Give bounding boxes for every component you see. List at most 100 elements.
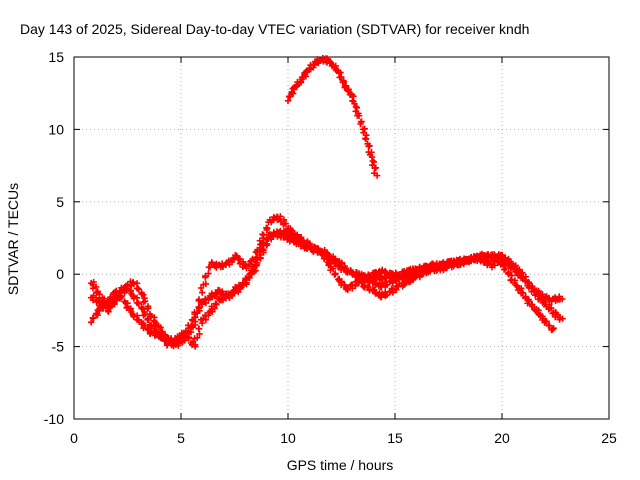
- data-point: [282, 232, 290, 239]
- data-point: [504, 270, 512, 277]
- x-axis-label: GPS time / hours: [287, 457, 394, 473]
- data-point: [539, 297, 546, 305]
- data-point: [338, 74, 345, 81]
- grid-lines: [74, 57, 609, 419]
- data-point: [285, 93, 293, 100]
- data-point: [140, 305, 147, 313]
- data-point: [290, 86, 298, 93]
- data-point: [163, 339, 171, 346]
- data-point: [141, 298, 149, 305]
- data-point: [514, 267, 522, 274]
- data-point: [144, 325, 151, 332]
- data-point: [355, 112, 363, 119]
- data-point: [535, 291, 543, 299]
- data-point: [372, 164, 380, 171]
- data-point: [197, 284, 205, 292]
- data-point: [135, 286, 142, 293]
- x-tick-label: 25: [601, 430, 617, 446]
- data-point: [429, 265, 436, 272]
- data-point: [246, 271, 253, 278]
- data-point: [306, 65, 313, 73]
- data-point: [263, 224, 270, 232]
- data-point: [282, 220, 290, 227]
- data-point: [342, 82, 350, 89]
- x-tick-label: 15: [387, 430, 403, 446]
- data-point: [303, 69, 311, 76]
- x-tick-label: 10: [280, 430, 296, 446]
- data-point: [357, 120, 364, 128]
- series-track-c: [87, 229, 566, 350]
- data-point: [284, 97, 292, 104]
- x-tick-label: 0: [70, 430, 78, 446]
- data-point: [519, 289, 527, 297]
- data-point: [543, 318, 550, 325]
- data-point: [361, 125, 368, 132]
- data-point: [263, 236, 270, 243]
- data-point: [260, 240, 267, 248]
- data-point: [522, 294, 529, 302]
- data-point: [144, 316, 151, 323]
- data-point: [528, 301, 535, 309]
- data-point: [184, 335, 192, 342]
- series-track-e: [284, 54, 381, 179]
- data-point: [256, 244, 264, 252]
- data-point: [198, 289, 206, 296]
- data-point: [369, 161, 376, 169]
- data-point: [229, 256, 236, 264]
- data-point: [211, 305, 218, 312]
- data-point: [365, 283, 372, 291]
- data-point: [559, 315, 566, 322]
- data-point: [202, 280, 210, 288]
- data-point: [232, 251, 239, 259]
- data-point: [150, 317, 158, 324]
- data-point: [105, 308, 112, 315]
- data-point: [345, 88, 352, 95]
- data-point: [331, 259, 339, 266]
- data-point: [92, 283, 100, 291]
- data-point: [341, 265, 348, 272]
- data-point: [235, 256, 243, 263]
- data-point: [545, 322, 552, 329]
- data-point: [111, 299, 118, 307]
- data-point: [198, 319, 206, 327]
- data-point: [191, 341, 199, 348]
- data-point: [326, 58, 334, 65]
- data-point: [362, 135, 369, 142]
- data-point: [195, 305, 203, 312]
- x-tick-label: 20: [494, 430, 510, 446]
- data-point: [127, 306, 134, 314]
- y-axis-label: SDTVAR / TECUs: [5, 183, 21, 295]
- data-point: [294, 237, 301, 244]
- data-point: [501, 254, 508, 262]
- data-point: [208, 259, 215, 266]
- data-point: [194, 334, 201, 342]
- data-point: [353, 104, 361, 111]
- data-point: [205, 270, 212, 277]
- data-point: [331, 271, 339, 278]
- data-point: [370, 158, 378, 166]
- data-point: [99, 303, 107, 311]
- data-point: [497, 251, 504, 259]
- data-point: [373, 172, 381, 179]
- y-tick-label: 5: [56, 194, 64, 210]
- data-point: [205, 309, 213, 317]
- data-point: [549, 326, 557, 333]
- data-point: [205, 263, 213, 271]
- data-point: [524, 279, 532, 287]
- y-tick-label: -10: [44, 411, 64, 427]
- data-point: [96, 307, 103, 314]
- data-point: [87, 319, 95, 326]
- data-point: [548, 304, 555, 312]
- data-point: [252, 262, 259, 270]
- data-point: [530, 286, 538, 294]
- data-point: [525, 298, 533, 305]
- data-point: [405, 269, 413, 276]
- data-point: [378, 276, 386, 284]
- data-point: [225, 257, 233, 265]
- y-tick-label: 15: [48, 49, 64, 65]
- data-point: [339, 79, 346, 86]
- chart-title: Day 143 of 2025, Sidereal Day-to-day VTE…: [20, 21, 529, 37]
- data-point: [508, 276, 516, 283]
- data-point: [556, 314, 563, 321]
